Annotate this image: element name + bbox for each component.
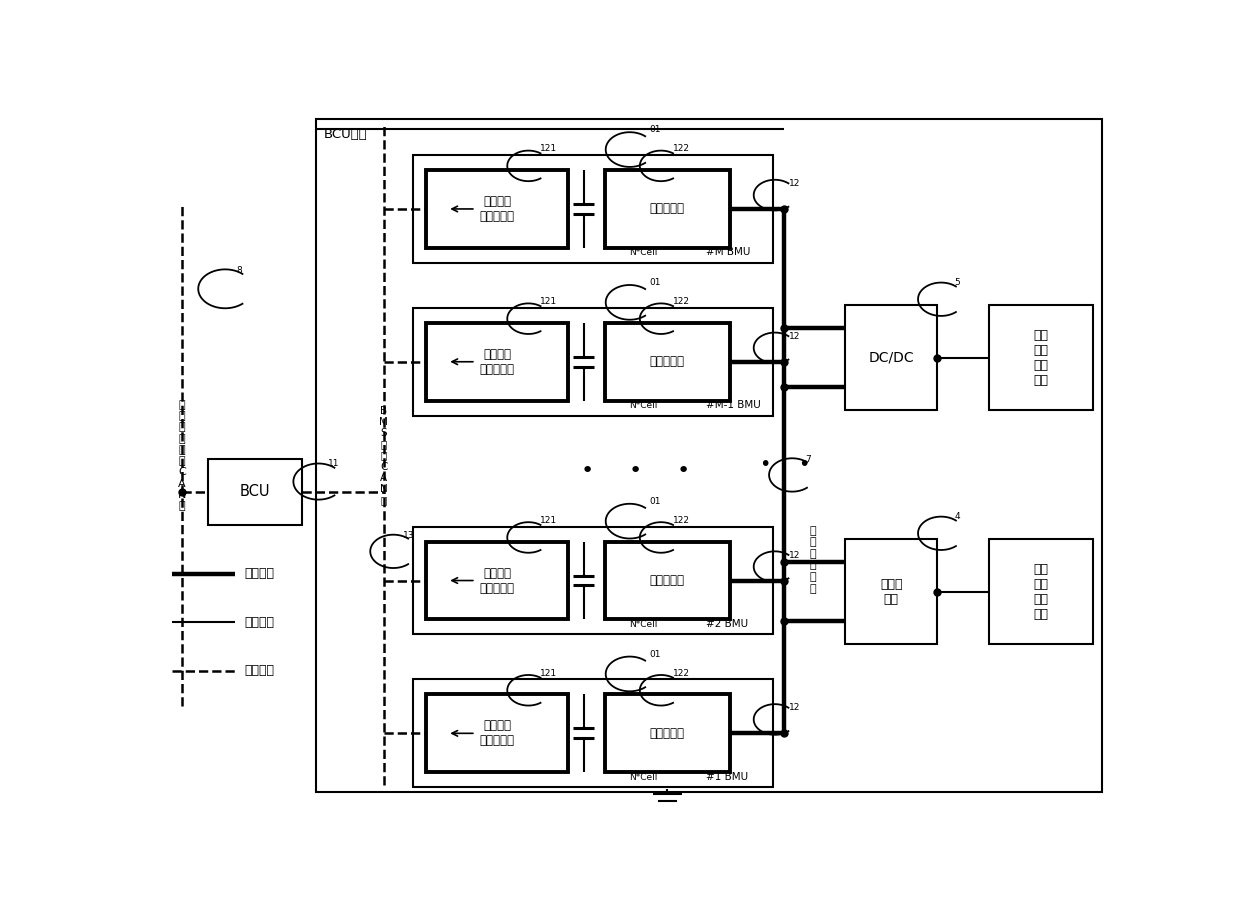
Text: 121: 121 — [539, 668, 557, 677]
Text: 11: 11 — [327, 458, 340, 467]
Bar — [605, 323, 729, 400]
Bar — [990, 538, 1092, 644]
Bar — [990, 305, 1092, 410]
Text: #1 BMU: #1 BMU — [706, 771, 748, 782]
Text: 车内
高压
辅助
设备: 车内 高压 辅助 设备 — [1034, 563, 1049, 621]
Text: 01: 01 — [649, 497, 661, 506]
Text: 01: 01 — [649, 278, 661, 287]
Text: 第二级均衡: 第二级均衡 — [650, 727, 684, 740]
Bar — [413, 679, 773, 787]
Text: 控制器及
第一级均衡: 控制器及 第一级均衡 — [480, 348, 515, 376]
Text: 辅
电
高
压
母
线: 辅 电 高 压 母 线 — [810, 526, 817, 594]
Text: 通信总线: 通信总线 — [244, 664, 274, 677]
Text: 121: 121 — [539, 144, 557, 153]
Bar — [427, 695, 568, 772]
Text: 控制器及
第一级均衡: 控制器及 第一级均衡 — [480, 195, 515, 223]
Text: •: • — [760, 455, 771, 474]
Text: BCU辅电: BCU辅电 — [324, 128, 368, 142]
Text: 功率变
换器: 功率变 换器 — [880, 577, 903, 605]
Text: N*Cell: N*Cell — [629, 248, 657, 257]
Text: 第二级均衡: 第二级均衡 — [650, 574, 684, 587]
Text: B
M
S
内
部
C
A
N
网: B M S 内 部 C A N 网 — [379, 406, 388, 505]
Bar — [413, 308, 773, 416]
Bar — [413, 527, 773, 634]
Text: 第二级均衡: 第二级均衡 — [650, 355, 684, 368]
Text: 122: 122 — [672, 297, 689, 306]
Text: 12: 12 — [789, 551, 801, 559]
Text: 车内
低压
辅助
设备: 车内 低压 辅助 设备 — [1034, 328, 1049, 387]
Text: 低压线束: 低压线束 — [244, 616, 274, 629]
Text: 7: 7 — [806, 455, 811, 464]
Bar — [605, 170, 729, 248]
Text: 控制器及
第一级均衡: 控制器及 第一级均衡 — [480, 719, 515, 748]
Text: 12: 12 — [789, 704, 801, 713]
Text: 5: 5 — [955, 279, 960, 288]
Text: 122: 122 — [672, 144, 689, 153]
Text: 121: 121 — [539, 297, 557, 306]
Text: #2 BMU: #2 BMU — [706, 619, 748, 629]
Text: •: • — [580, 461, 594, 481]
Bar — [844, 305, 937, 410]
Text: 122: 122 — [672, 668, 689, 677]
Text: #M-1 BMU: #M-1 BMU — [706, 400, 760, 410]
Bar — [605, 695, 729, 772]
Text: DC/DC: DC/DC — [868, 351, 914, 364]
Text: 12: 12 — [789, 332, 801, 341]
Text: 8: 8 — [237, 266, 243, 275]
Text: N*Cell: N*Cell — [629, 620, 657, 629]
Text: N*Cell: N*Cell — [629, 773, 657, 782]
Bar — [413, 155, 773, 262]
Text: N*Cell: N*Cell — [629, 401, 657, 410]
Text: 01: 01 — [649, 649, 661, 658]
Text: 4: 4 — [955, 512, 960, 521]
Text: 121: 121 — [539, 516, 557, 525]
Text: •: • — [677, 461, 691, 481]
Text: 控制器及
第一级均衡: 控制器及 第一级均衡 — [480, 566, 515, 594]
Text: 122: 122 — [672, 516, 689, 525]
Text: 第二级均衡: 第二级均衡 — [650, 202, 684, 216]
Bar — [844, 538, 937, 644]
Text: #M BMU: #M BMU — [706, 247, 750, 257]
Text: •: • — [629, 461, 642, 481]
Bar — [316, 119, 1101, 792]
Text: 01: 01 — [649, 125, 661, 134]
Text: •: • — [799, 455, 810, 474]
Bar — [427, 541, 568, 620]
Text: BCU: BCU — [239, 484, 270, 500]
Text: 13: 13 — [403, 531, 414, 540]
Bar — [208, 459, 303, 525]
Bar — [427, 170, 568, 248]
Text: 高压线束: 高压线束 — [244, 567, 274, 580]
Bar — [605, 541, 729, 620]
Text: 电
动
汽
车
内
部
C
A
N
网: 电 动 汽 车 内 部 C A N 网 — [177, 400, 186, 511]
Bar — [427, 323, 568, 400]
Text: 12: 12 — [789, 179, 801, 189]
